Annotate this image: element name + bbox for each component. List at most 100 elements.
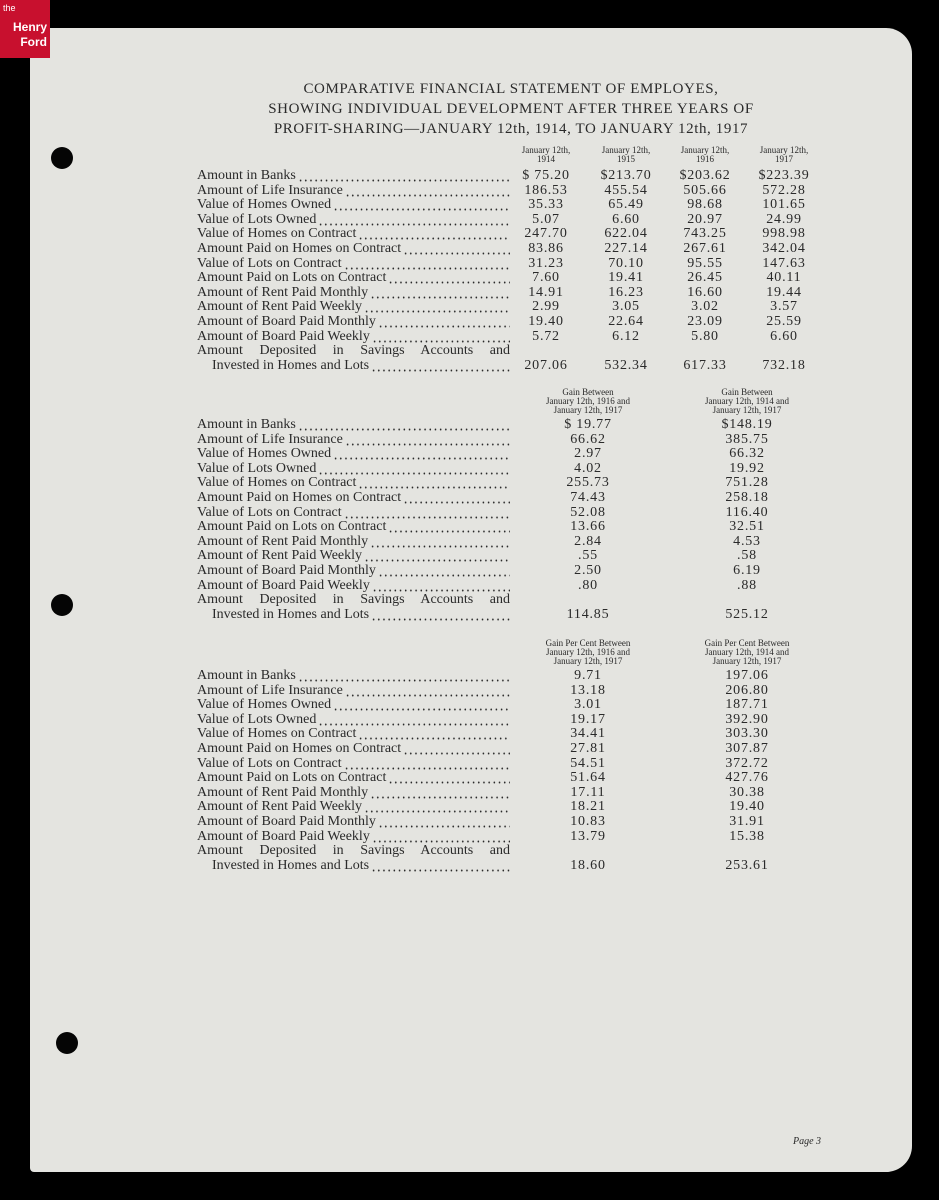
cell-value: 5.80 [691, 328, 719, 344]
leader-dots [364, 299, 510, 315]
row-label-text: Amount of Board Paid Monthly [197, 814, 376, 829]
leader-dots [344, 182, 510, 198]
logo-text: the [3, 3, 16, 13]
leader-dots [297, 668, 510, 683]
row-label: Amount of Board Paid Weekly [197, 328, 510, 344]
cell-value: $203.62 [679, 168, 731, 183]
row-label: Amount Paid on Homes on Contract [197, 241, 510, 256]
cell-value: 15.38 [729, 828, 765, 844]
leader-dots [377, 814, 510, 829]
cell-value: 114.85 [566, 606, 610, 622]
cell-value: 743.25 [683, 226, 727, 242]
cell-value: 505.66 [683, 182, 727, 198]
row-label: Amount Paid on Homes on Contract [197, 490, 510, 505]
cell-value: 14.91 [528, 284, 564, 300]
title-line: COMPARATIVE FINANCIAL STATEMENT OF EMPLO… [303, 81, 719, 97]
row-label: Value of Homes Owned [197, 697, 510, 713]
row-label: Amount of Life Insurance [197, 431, 510, 447]
row-label-text: Amount Paid on Homes on Contract [197, 241, 402, 256]
leader-dots [403, 241, 510, 256]
cell-value: 2.99 [532, 299, 560, 315]
leader-dots [403, 741, 510, 756]
row-label: Amount Paid on Lots on Contract [197, 519, 510, 535]
row-label: Value of Lots on Contract [197, 504, 510, 520]
row-label: Amount of Board Paid Monthly [197, 814, 510, 829]
cell-value: 31.91 [729, 814, 765, 829]
leader-dots [377, 314, 510, 329]
row-label: Value of Homes on Contract [197, 726, 510, 742]
leader-dots [343, 255, 510, 271]
row-label-text: Amount Paid on Lots on Contract [197, 519, 387, 535]
cell-value: 70.10 [608, 255, 644, 271]
row-label: Value of Lots Owned [197, 711, 510, 727]
cell-value: $148.19 [721, 417, 773, 432]
row-label-text: Value of Lots on Contract [197, 255, 342, 271]
column-header: January 12th, [680, 145, 730, 155]
row-label: Amount of Rent Paid Weekly [197, 548, 510, 564]
cell-value: .55 [578, 548, 598, 564]
row-label-text: Value of Homes Owned [197, 697, 332, 713]
cell-value: .58 [737, 548, 757, 564]
cell-value: $223.39 [758, 168, 810, 183]
row-label-text: Value of Lots on Contract [197, 504, 342, 520]
cell-value: 34.41 [570, 726, 606, 742]
column-header: Gain Between [562, 387, 614, 397]
cell-value: 27.81 [570, 741, 606, 756]
row-label: Value of Homes Owned [197, 446, 510, 462]
cell-value: 2.97 [574, 446, 602, 462]
cell-value: 19.92 [729, 460, 765, 476]
row-label: Invested in Homes and Lots [212, 606, 510, 622]
title-line: SHOWING INDIVIDUAL DEVELOPMENT AFTER THR… [268, 101, 754, 117]
row-label-text: Amount of Board Paid Weekly [197, 828, 370, 844]
leader-dots [318, 211, 510, 227]
cell-value: 24.99 [766, 211, 802, 227]
column-header: 1915 [617, 154, 635, 164]
column-header: January 12th, [601, 145, 651, 155]
column-header: January 12th, 1914 and [705, 647, 789, 657]
row-label-text: Amount Deposited in Savings Accounts and [197, 592, 510, 608]
cell-value: 207.06 [524, 357, 568, 373]
row-label: Value of Lots Owned [197, 460, 510, 476]
row-label: Value of Homes on Contract [197, 475, 510, 491]
row-label: Value of Lots on Contract [197, 755, 510, 771]
leader-dots [371, 606, 510, 622]
cell-value: 3.05 [612, 299, 640, 315]
cell-value: 19.41 [608, 270, 644, 286]
cell-value: 2.50 [574, 563, 602, 578]
cell-value: 3.57 [770, 299, 798, 315]
cell-value: 147.63 [762, 255, 806, 271]
cell-value: 427.76 [725, 770, 769, 786]
cell-value: 16.60 [687, 284, 723, 300]
cell-value: 385.75 [725, 431, 769, 447]
row-label-text: Amount of Rent Paid Weekly [197, 548, 363, 564]
row-label-text: Invested in Homes and Lots [212, 606, 370, 622]
cell-value: 54.51 [570, 755, 606, 771]
cell-value: 186.53 [524, 182, 568, 198]
cell-value: 255.73 [566, 475, 610, 491]
leader-dots [343, 755, 510, 771]
leader-dots [371, 357, 510, 373]
leader-dots [344, 682, 510, 698]
cell-value: 101.65 [762, 197, 806, 213]
row-label-text: Amount of Board Paid Weekly [197, 577, 370, 593]
row-label: Amount Deposited in Savings Accounts and [197, 843, 510, 858]
cell-value: 572.28 [762, 182, 806, 198]
leader-dots [333, 197, 510, 213]
leader-dots [344, 431, 510, 447]
leader-dots [343, 504, 510, 520]
punch-hole [51, 147, 73, 169]
logo-text: Henry [12, 20, 47, 34]
row-label: Amount Paid on Homes on Contract [197, 741, 510, 756]
cell-value: 7.60 [532, 270, 560, 286]
row-label-text: Invested in Homes and Lots [212, 357, 370, 373]
row-label-text: Amount in Banks [197, 168, 296, 183]
row-label-text: Value of Lots Owned [197, 711, 317, 727]
logo-text: Ford [20, 35, 47, 49]
leader-dots [370, 284, 510, 300]
row-label: Amount of Rent Paid Monthly [197, 784, 510, 800]
row-label-text: Amount Paid on Lots on Contract [197, 270, 387, 286]
cell-value: 13.79 [570, 828, 606, 844]
row-label: Amount in Banks [197, 668, 510, 683]
cell-value: 40.11 [766, 270, 802, 286]
row-label-text: Amount of Life Insurance [197, 431, 343, 447]
